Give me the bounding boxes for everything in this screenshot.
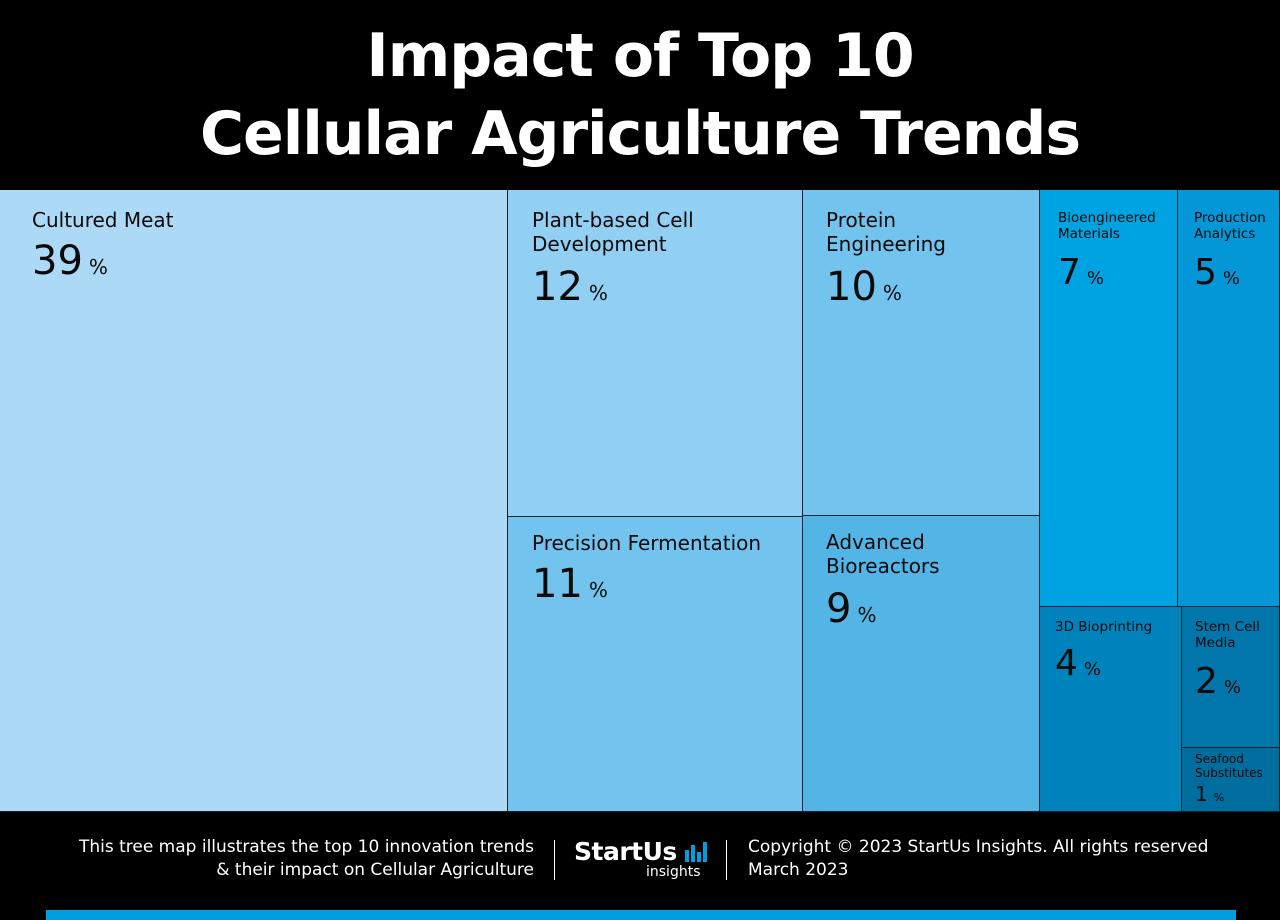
footer-divider-left	[554, 840, 555, 880]
logo-subtext: insights	[646, 864, 701, 880]
treemap-cell-value: 2%	[1195, 661, 1241, 702]
value-number: 10	[826, 264, 877, 310]
treemap-cell-label: Advanced Bioreactors	[826, 530, 940, 578]
startus-insights-logo: StartUs insights	[574, 838, 714, 884]
treemap-cell-label: Production Analytics	[1194, 210, 1266, 243]
treemap-cell-value: 9%	[826, 586, 876, 632]
percent-unit: %	[588, 578, 608, 602]
treemap-cell-label: Protein Engineering	[826, 208, 946, 256]
treemap-cell-label: Plant-based Cell Development	[532, 208, 694, 256]
treemap-cell: Advanced Bioreactors 9%	[803, 516, 1040, 812]
bar-chart-icon	[685, 842, 707, 862]
percent-unit: %	[88, 255, 108, 279]
treemap-cell-value: 39%	[32, 238, 108, 284]
treemap-cell-value: 5%	[1194, 252, 1240, 293]
treemap-cell-label: 3D Bioprinting	[1055, 619, 1153, 635]
treemap-cell-value: 4%	[1055, 643, 1101, 684]
treemap-cell: Precision Fermentation 11%	[508, 517, 803, 812]
treemap-cell-label: Cultured Meat	[32, 208, 174, 232]
copyright-text: Copyright © 2023 StartUs Insights. All r…	[748, 837, 1209, 857]
treemap-cell-label: Seafood Substitutes	[1195, 752, 1263, 781]
treemap-cell-value: 11%	[532, 561, 608, 607]
value-number: 11	[532, 561, 583, 607]
value-number: 5	[1194, 252, 1217, 293]
percent-unit: %	[857, 603, 877, 627]
value-number: 1	[1195, 782, 1208, 806]
treemap-cell-label: Stem Cell Media	[1195, 619, 1260, 652]
treemap-cell: Plant-based Cell Development 12%	[508, 190, 803, 517]
chart-title-line-1: Impact of Top 10	[366, 21, 914, 91]
value-number: 9	[826, 586, 852, 632]
percent-unit: %	[1213, 791, 1225, 804]
logo-wordmark: StartUs	[574, 837, 677, 866]
publication-date: March 2023	[748, 860, 849, 880]
treemap-cell: Bioengineered Materials 7%	[1040, 190, 1178, 607]
treemap-cell: Stem Cell Media 2%	[1182, 607, 1280, 748]
value-number: 7	[1058, 252, 1081, 293]
percent-unit: %	[882, 281, 902, 305]
accent-bar	[46, 910, 1236, 920]
treemap-cell-value: 1%	[1195, 782, 1224, 806]
percent-unit: %	[588, 281, 608, 305]
percent-unit: %	[1086, 268, 1105, 289]
percent-unit: %	[1083, 659, 1102, 680]
copyright-block: Copyright © 2023 StartUs Insights. All r…	[748, 836, 1248, 882]
treemap-cell: Protein Engineering 10%	[803, 190, 1040, 516]
chart-title-line-2: Cellular Agriculture Trends	[199, 99, 1081, 169]
treemap-cell: 3D Bioprinting 4%	[1040, 607, 1182, 812]
treemap-cell: Seafood Substitutes 1%	[1182, 748, 1280, 812]
percent-unit: %	[1223, 677, 1242, 698]
treemap-cell-label: Bioengineered Materials	[1058, 210, 1156, 243]
chart-title: Impact of Top 10 Cellular Agriculture Tr…	[0, 0, 1280, 190]
value-number: 2	[1195, 661, 1218, 702]
percent-unit: %	[1222, 268, 1241, 289]
treemap-cell-value: 10%	[826, 264, 902, 310]
treemap-cell: Production Analytics 5%	[1178, 190, 1280, 607]
description-line-2: & their impact on Cellular Agriculture	[216, 860, 534, 880]
value-number: 12	[532, 264, 583, 310]
footer-divider-right	[726, 840, 727, 880]
treemap-cell-value: 7%	[1058, 252, 1104, 293]
treemap: Cultured Meat 39% Plant-based Cell Developm…	[0, 190, 1280, 812]
value-number: 39	[32, 238, 83, 284]
treemap-cell: Cultured Meat 39%	[0, 190, 508, 812]
treemap-cell-value: 12%	[532, 264, 608, 310]
treemap-cell-label: Precision Fermentation	[532, 531, 762, 555]
description-line-1: This tree map illustrates the top 10 inn…	[78, 837, 534, 857]
value-number: 4	[1055, 643, 1078, 684]
chart-description: This tree map illustrates the top 10 inn…	[40, 836, 534, 882]
